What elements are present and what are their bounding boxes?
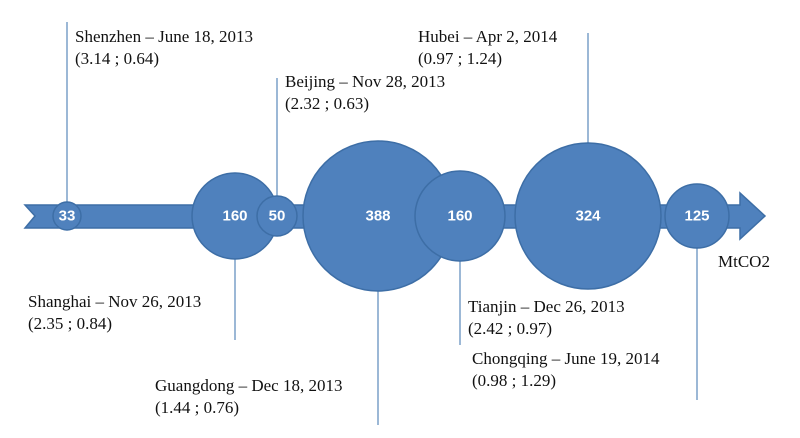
- region-label: Shenzhen – June 18, 2013: [75, 27, 253, 46]
- region-bubble: [256, 195, 298, 237]
- region-detail: (2.32 ; 0.63): [285, 94, 369, 113]
- bubble-value: 125: [684, 208, 709, 225]
- region-label: Hubei – Apr 2, 2014: [418, 27, 558, 46]
- region-bubble: [664, 183, 730, 249]
- region-detail: (0.97 ; 1.24): [418, 49, 502, 68]
- region-label: Guangdong – Dec 18, 2013: [155, 376, 342, 395]
- region-label: Chongqing – June 19, 2014: [472, 349, 660, 368]
- region-bubble: [514, 142, 662, 290]
- region-detail: (2.35 ; 0.84): [28, 314, 112, 333]
- region-label: Beijing – Nov 28, 2013: [285, 72, 445, 91]
- bubble-value: 160: [222, 208, 247, 225]
- region-label: Tianjin – Dec 26, 2013: [468, 297, 625, 316]
- region-detail: (0.98 ; 1.29): [472, 371, 556, 390]
- bubble-value: 160: [447, 208, 472, 225]
- region-bubble: [414, 170, 506, 262]
- region-label: Shanghai – Nov 26, 2013: [28, 292, 201, 311]
- bubble-value: 324: [575, 208, 601, 225]
- region-detail: (3.14 ; 0.64): [75, 49, 159, 68]
- bubble-value: 33: [59, 208, 76, 225]
- region-detail: (1.44 ; 0.76): [155, 398, 239, 417]
- region-bubble: [52, 201, 82, 231]
- bubble-value: 50: [269, 208, 286, 225]
- bubble-value: 388: [365, 208, 390, 225]
- unit-label: MtCO2: [718, 252, 770, 271]
- region-detail: (2.42 ; 0.97): [468, 319, 552, 338]
